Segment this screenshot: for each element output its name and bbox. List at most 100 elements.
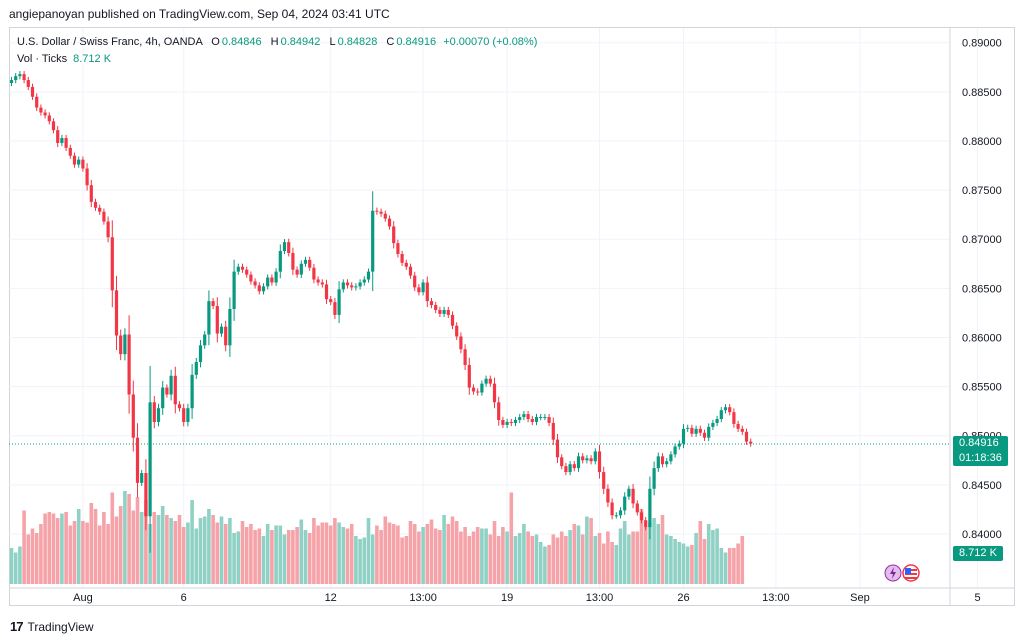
candle-body <box>329 299 333 303</box>
volume-bar <box>530 536 535 584</box>
volume-bar <box>127 494 131 584</box>
candle-body <box>245 269 249 275</box>
candle-body <box>392 226 396 244</box>
price-axis: 0.89000 0.88500 0.88000 0.87500 0.87000 0.865… <box>949 28 1002 606</box>
volume-bar <box>173 521 178 584</box>
volume-bar <box>362 537 367 584</box>
candle-body <box>736 423 740 429</box>
volume-label[interactable]: Vol · Ticks <box>17 53 68 65</box>
volume-bar <box>72 521 77 584</box>
volume-bar <box>81 521 85 584</box>
volume-bar <box>265 524 270 584</box>
volume-bar <box>379 530 383 584</box>
candle-body <box>14 76 18 81</box>
candle-body <box>589 458 593 462</box>
candle-body <box>211 301 215 307</box>
symbol-name[interactable]: U.S. Dollar / Swiss Franc, 4h, OANDA <box>17 36 203 48</box>
candle-body <box>219 326 224 334</box>
candle-body <box>555 439 560 458</box>
candle-body <box>56 130 60 143</box>
candle-body <box>135 437 140 483</box>
volume-bar <box>526 531 530 584</box>
candle-body <box>110 237 114 291</box>
candle-body <box>593 451 597 462</box>
event-markers[interactable] <box>883 562 923 584</box>
candle-body <box>648 488 652 528</box>
flag-stripe-icon <box>905 577 917 579</box>
candle-body <box>350 285 354 288</box>
candle-body <box>581 456 585 461</box>
candle-body <box>98 207 102 212</box>
volume-bar <box>551 534 556 584</box>
candle-body <box>673 446 677 455</box>
candle-body <box>9 80 14 84</box>
x-tick-label: 19 <box>501 592 513 604</box>
volume-bar <box>320 522 325 584</box>
candle-body <box>194 362 198 375</box>
volume-bar <box>501 527 505 584</box>
candle-body <box>60 138 64 143</box>
tradingview-brand[interactable]: TradingView <box>27 619 94 634</box>
lightning-glyph-icon <box>890 567 896 579</box>
candle-body <box>161 387 165 409</box>
volume-bar <box>223 524 228 584</box>
volume-bar <box>270 530 274 584</box>
volume-bar <box>656 524 661 584</box>
candles <box>9 71 753 553</box>
candle-body <box>119 335 123 355</box>
candle-body <box>614 515 618 517</box>
volume-bar <box>471 531 476 584</box>
volume-bar <box>496 536 501 584</box>
candle-body <box>526 414 530 420</box>
candle-body <box>560 457 564 467</box>
volume-bar <box>711 530 715 584</box>
volume-bar <box>139 512 144 584</box>
volume-bar <box>631 531 635 584</box>
volume-bar <box>643 527 648 584</box>
volume-value: 8.712 K <box>73 53 112 65</box>
volume-bar <box>622 521 627 584</box>
volume-bar <box>118 506 123 584</box>
volume-bar <box>454 521 459 584</box>
volume-badge: 8.712 K <box>953 546 1003 561</box>
candle-body <box>497 402 501 420</box>
candle-body <box>723 407 728 411</box>
volume-bar <box>618 528 623 584</box>
volume-bar <box>547 545 551 584</box>
volume-bar <box>39 524 43 584</box>
volume-bar <box>68 525 73 584</box>
candle-body <box>26 80 30 87</box>
volume-bar <box>60 513 64 584</box>
candle-body <box>47 115 51 122</box>
volume-bar <box>543 546 547 584</box>
volume-bar <box>181 527 186 584</box>
y-tick-label: 0.84000 <box>962 529 1002 541</box>
candle-body <box>509 421 513 423</box>
candle-body <box>564 466 568 473</box>
candle-body <box>694 428 698 434</box>
tradingview-logo-icon[interactable]: 17 <box>10 619 24 634</box>
volume-bar <box>400 537 404 584</box>
candle-body <box>295 269 299 275</box>
volume-bar <box>337 522 341 584</box>
volume-bar <box>228 518 232 584</box>
volume-bar <box>64 512 68 584</box>
volume-bar <box>9 548 14 584</box>
volume-bar <box>555 537 560 584</box>
candle-body <box>43 112 47 116</box>
candle-body <box>182 408 186 422</box>
volume-bar <box>333 518 337 584</box>
candle-body <box>404 262 408 267</box>
volume-bar <box>207 509 211 584</box>
candle-body <box>606 488 610 503</box>
volume-bar <box>606 531 610 584</box>
volume-bar <box>345 528 350 584</box>
candle-body <box>77 159 81 165</box>
volume-bar <box>249 524 253 584</box>
candle-body <box>740 428 744 432</box>
volume-bar <box>459 531 463 584</box>
volume-bar <box>597 533 602 584</box>
volume-bar <box>568 530 572 584</box>
volume-bar <box>421 527 425 584</box>
